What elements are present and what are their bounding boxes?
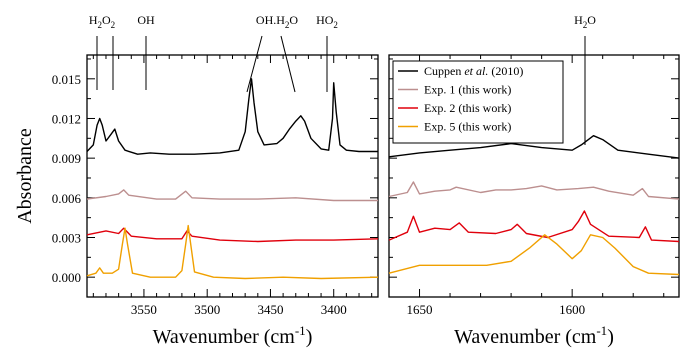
y-tick-label: 0.003 (52, 230, 81, 245)
legend-box (392, 60, 564, 144)
y-tick-label: 0.012 (52, 111, 81, 126)
series-line-4 (86, 224, 379, 280)
peak-label: HO2 (316, 13, 338, 30)
x-axis-label: Wavenumber (cm-1) (454, 323, 614, 348)
peak-label: H2O (574, 13, 596, 30)
legend-entry: Exp. 5 (this work) (424, 120, 511, 134)
peak-marker-line (246, 35, 263, 93)
x-tick-label: 3500 (194, 302, 220, 317)
y-tick-label: 0.000 (52, 270, 81, 285)
left-panel: 3550 3500 3450 3400 0.000 0.003 0.006 0.009 0.01… (14, 13, 379, 348)
series-line-4 (388, 234, 680, 276)
series-line-3 (388, 210, 680, 243)
x-tick-label: 3400 (321, 302, 347, 317)
legend: Cuppen et al. (2010) Exp. 1 (this work) Ex… (392, 60, 564, 144)
legend-entry: Exp. 2 (this work) (424, 101, 511, 115)
series-line-2 (388, 181, 680, 200)
plot-frame (388, 54, 680, 298)
series-line-2 (86, 189, 378, 202)
right-panel: 1650 1600 Wavenumber (cm-1) H2O Cuppen et al… (388, 13, 680, 348)
legend-entry: Cuppen et al. (2010) (424, 64, 523, 78)
y-tick-label: 0.015 (52, 72, 81, 87)
peak-marker-line (280, 35, 296, 93)
x-tick-label: 3550 (131, 302, 157, 317)
peak-label: H2O2 (89, 13, 115, 30)
y-tick-label: 0.009 (52, 151, 81, 166)
x-tick-label: 3450 (257, 302, 283, 317)
series-line-1 (388, 135, 680, 159)
series-line-3 (86, 227, 379, 243)
y-axis-label: Absorbance (14, 128, 36, 224)
peak-label: OH (137, 13, 155, 27)
y-tick-label: 0.006 (52, 191, 82, 206)
x-tick-label: 1600 (559, 302, 585, 317)
legend-entry: Exp. 1 (this work) (424, 83, 511, 97)
x-tick-label: 1650 (407, 302, 433, 317)
x-axis-label: Wavenumber (cm-1) (153, 323, 313, 348)
peak-label: OH.H2O (256, 13, 299, 30)
series-line-1 (86, 78, 378, 155)
